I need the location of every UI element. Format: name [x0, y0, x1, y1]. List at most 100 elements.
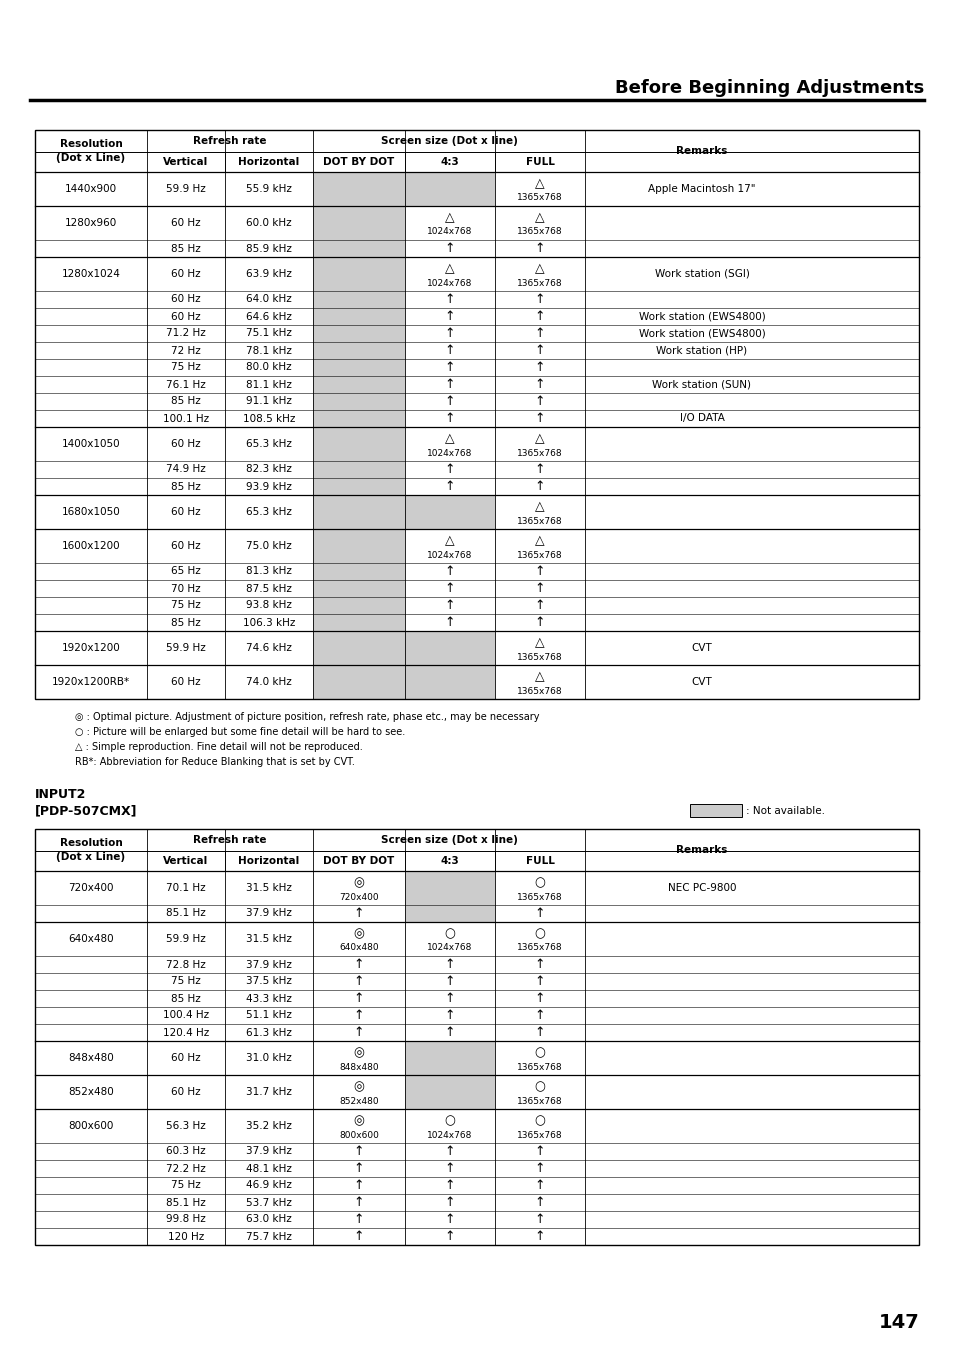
Text: 60 Hz: 60 Hz: [171, 269, 200, 280]
Text: 1365x768: 1365x768: [517, 193, 562, 203]
Text: △: △: [445, 432, 455, 446]
Text: ↑: ↑: [535, 992, 545, 1005]
Text: 71.2 Hz: 71.2 Hz: [166, 328, 206, 339]
Text: ↑: ↑: [535, 907, 545, 920]
Text: 81.3 kHz: 81.3 kHz: [246, 566, 292, 577]
Text: ○: ○: [534, 877, 545, 889]
Text: [PDP-507CMX]: [PDP-507CMX]: [35, 804, 137, 817]
Bar: [313, 478, 405, 494]
Text: ↑: ↑: [535, 345, 545, 357]
Text: 4:3: 4:3: [440, 857, 459, 866]
Text: △ : Simple reproduction. Fine detail will not be reproduced.: △ : Simple reproduction. Fine detail wil…: [75, 742, 362, 753]
Text: ◎: ◎: [354, 1081, 364, 1093]
Text: 60 Hz: 60 Hz: [171, 312, 200, 322]
Text: ○: ○: [534, 1047, 545, 1059]
Text: 75 Hz: 75 Hz: [171, 977, 201, 986]
Text: 60 Hz: 60 Hz: [171, 295, 200, 304]
Text: ↑: ↑: [444, 1146, 455, 1158]
Text: 1600x1200: 1600x1200: [62, 540, 120, 551]
Text: △: △: [535, 500, 544, 513]
Text: 1680x1050: 1680x1050: [62, 507, 120, 517]
Text: 848x480: 848x480: [68, 1052, 113, 1063]
Bar: [405, 665, 495, 698]
Text: 120 Hz: 120 Hz: [168, 1232, 204, 1242]
Text: ↑: ↑: [535, 378, 545, 390]
Bar: [313, 530, 405, 563]
Text: 4:3: 4:3: [440, 157, 459, 168]
Text: ↑: ↑: [444, 565, 455, 578]
Text: Apple Macintosh 17": Apple Macintosh 17": [648, 184, 755, 195]
Bar: [224, 830, 226, 851]
Text: ↑: ↑: [444, 242, 455, 255]
Bar: [313, 376, 405, 393]
Text: Work station (SGI): Work station (SGI): [654, 269, 749, 280]
Text: ↑: ↑: [444, 1009, 455, 1021]
Bar: [403, 130, 406, 153]
Text: 82.3 kHz: 82.3 kHz: [246, 465, 292, 474]
Bar: [689, 804, 741, 817]
Text: 1024x768: 1024x768: [427, 1131, 472, 1139]
Text: ↑: ↑: [354, 1162, 364, 1175]
Text: ◎: ◎: [354, 1047, 364, 1059]
Text: ↑: ↑: [535, 1213, 545, 1225]
Text: Resolution
(Dot x Line): Resolution (Dot x Line): [56, 839, 126, 862]
Text: 75.1 kHz: 75.1 kHz: [246, 328, 292, 339]
Text: 31.7 kHz: 31.7 kHz: [246, 1088, 292, 1097]
Text: DOT BY DOT: DOT BY DOT: [323, 157, 395, 168]
Text: 91.1 kHz: 91.1 kHz: [246, 396, 292, 407]
Text: 100.1 Hz: 100.1 Hz: [163, 413, 209, 423]
Text: 55.9 kHz: 55.9 kHz: [246, 184, 292, 195]
Text: 61.3 kHz: 61.3 kHz: [246, 1028, 292, 1038]
Text: ↑: ↑: [535, 327, 545, 340]
Text: ◎ : Optimal picture. Adjustment of picture position, refresh rate, phase etc., m: ◎ : Optimal picture. Adjustment of pictu…: [75, 712, 539, 721]
Bar: [313, 494, 405, 530]
Text: 60.3 Hz: 60.3 Hz: [166, 1147, 206, 1156]
Text: 1365x768: 1365x768: [517, 550, 562, 559]
Text: ◎: ◎: [354, 877, 364, 889]
Text: △: △: [535, 212, 544, 224]
Text: ↑: ↑: [354, 992, 364, 1005]
Text: 81.1 kHz: 81.1 kHz: [246, 380, 292, 389]
Text: 60 Hz: 60 Hz: [171, 677, 200, 688]
Bar: [313, 308, 405, 326]
Text: : Not available.: : Not available.: [745, 805, 824, 816]
Bar: [35, 830, 918, 1246]
Text: 85 Hz: 85 Hz: [171, 993, 201, 1004]
Text: 48.1 kHz: 48.1 kHz: [246, 1163, 292, 1174]
Text: 76.1 Hz: 76.1 Hz: [166, 380, 206, 389]
Text: ↑: ↑: [535, 616, 545, 630]
Text: ○ : Picture will be enlarged but some fine detail will be hard to see.: ○ : Picture will be enlarged but some fi…: [75, 727, 405, 738]
Text: 1365x768: 1365x768: [517, 449, 562, 458]
Text: ↑: ↑: [535, 1146, 545, 1158]
Bar: [313, 172, 405, 205]
Text: 720x400: 720x400: [339, 893, 378, 901]
Text: 1920x1200: 1920x1200: [62, 643, 120, 653]
Text: 59.9 Hz: 59.9 Hz: [166, 184, 206, 195]
Text: CVT: CVT: [691, 643, 712, 653]
Text: 37.9 kHz: 37.9 kHz: [246, 959, 292, 970]
Text: ↑: ↑: [444, 412, 455, 426]
Text: ↑: ↑: [354, 958, 364, 971]
Text: ↑: ↑: [535, 293, 545, 305]
Text: NEC PC-9800: NEC PC-9800: [667, 884, 736, 893]
Text: Refresh rate: Refresh rate: [193, 835, 267, 844]
Text: ↑: ↑: [354, 1213, 364, 1225]
Bar: [313, 461, 405, 478]
Text: 85 Hz: 85 Hz: [171, 481, 201, 492]
Text: 1365x768: 1365x768: [517, 1131, 562, 1139]
Text: 60.0 kHz: 60.0 kHz: [246, 218, 292, 228]
Text: 60 Hz: 60 Hz: [171, 1052, 200, 1063]
Text: Horizontal: Horizontal: [238, 857, 299, 866]
Text: Screen size (Dot x line): Screen size (Dot x line): [380, 136, 517, 146]
Text: 848x480: 848x480: [339, 1062, 378, 1071]
Text: ○: ○: [534, 1115, 545, 1128]
Text: 1365x768: 1365x768: [517, 686, 562, 696]
Text: RB*: Abbreviation for Reduce Blanking that is set by CVT.: RB*: Abbreviation for Reduce Blanking th…: [75, 757, 355, 767]
Text: 65.3 kHz: 65.3 kHz: [246, 507, 292, 517]
Text: ↑: ↑: [444, 463, 455, 476]
Text: ↑: ↑: [444, 1179, 455, 1192]
Text: 1365x768: 1365x768: [517, 653, 562, 662]
Text: 65.3 kHz: 65.3 kHz: [246, 439, 292, 449]
Text: ↑: ↑: [535, 1025, 545, 1039]
Text: 51.1 kHz: 51.1 kHz: [246, 1011, 292, 1020]
